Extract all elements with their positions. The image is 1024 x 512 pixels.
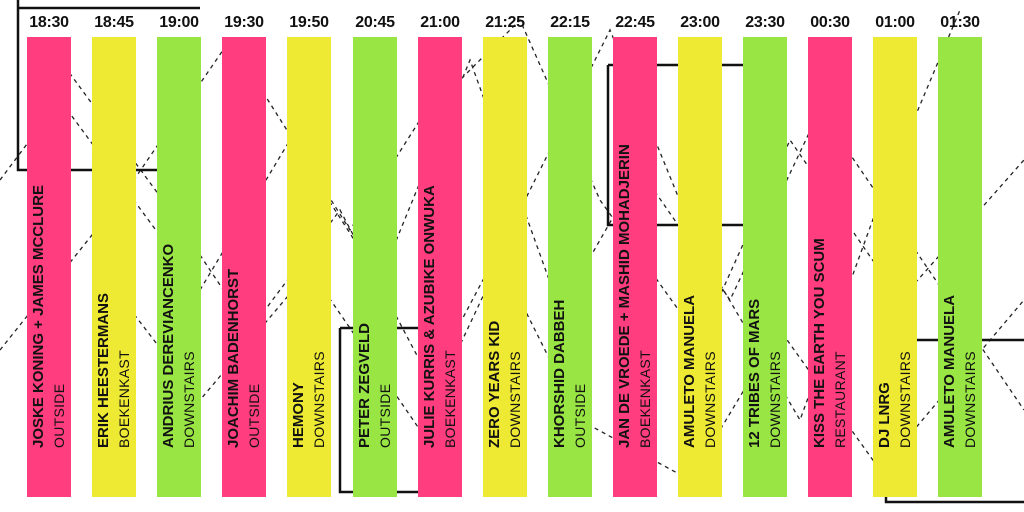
venue-name: DOWNSTAIRS <box>767 351 783 448</box>
venue-name: BOEKENKAST <box>116 350 132 448</box>
venue-name: OUTSIDE <box>246 383 262 448</box>
schedule-slot: 01:30 AMULETO MANUELA DOWNSTAIRS <box>938 0 982 497</box>
venue-name: BOEKENKAST <box>442 350 458 448</box>
slot-color-bar <box>873 37 917 497</box>
slot-time: 00:30 <box>810 14 850 31</box>
slot-time: 22:45 <box>615 14 655 31</box>
slot-time: 22:15 <box>550 14 590 31</box>
artist-name: ERIK HEESTERMANS <box>95 292 112 448</box>
venue-name: OUTSIDE <box>377 383 393 448</box>
artist-name: 12 TRIBES OF MARS <box>746 298 763 448</box>
slot-time: 23:00 <box>680 14 720 31</box>
slot-color-bar <box>808 37 852 497</box>
venue-name: DOWNSTAIRS <box>897 351 913 448</box>
slot-label: 12 TRIBES OF MARS DOWNSTAIRS <box>745 299 785 448</box>
slot-color-bar <box>353 37 397 497</box>
venue-name: DOWNSTAIRS <box>507 351 523 448</box>
slot-label: ANDRIUS DEREVIANCENKO DOWNSTAIRS <box>159 244 199 448</box>
venue-name: BOEKENKAST <box>637 350 653 448</box>
artist-name: KHORSHID DABBEH <box>551 299 568 448</box>
schedule-slot: 18:45 ERIK HEESTERMANS BOEKENKAST <box>92 0 136 497</box>
slot-time: 23:30 <box>745 14 785 31</box>
schedule-slot: 22:45 JAN DE VROEDE + MASHID MOHADJERIN BO… <box>613 0 657 497</box>
slot-label: AMULETO MANUELA DOWNSTAIRS <box>940 295 980 448</box>
artist-name: KISS THE EARTH YOU SCUM <box>811 238 828 448</box>
slot-color-bar <box>287 37 331 497</box>
slot-color-bar <box>157 37 201 497</box>
schedule-slot: 18:30 JOSKE KONING + JAMES MCCLURE OUTSIDE <box>27 0 71 497</box>
slot-color-bar <box>938 37 982 497</box>
schedule-slot: 19:00 ANDRIUS DEREVIANCENKO DOWNSTAIRS <box>157 0 201 497</box>
slot-color-bar <box>678 37 722 497</box>
artist-name: PETER ZEGVELD <box>356 322 373 448</box>
slot-time: 01:00 <box>875 14 915 31</box>
slot-time: 19:00 <box>159 14 199 31</box>
slot-color-bar <box>92 37 136 497</box>
slot-time: 21:00 <box>420 14 460 31</box>
artist-name: JOACHIM BADENHORST <box>225 268 242 448</box>
artist-name: AMULETO MANUELA <box>681 294 698 448</box>
slot-label: PETER ZEGVELD OUTSIDE <box>355 323 395 448</box>
schedule-slot: 19:50 HEMONY DOWNSTAIRS <box>287 0 331 497</box>
slot-color-bar <box>222 37 266 497</box>
slot-color-bar <box>548 37 592 497</box>
schedule-slot: 23:00 AMULETO MANUELA DOWNSTAIRS <box>678 0 722 497</box>
schedule-slot: 22:15 KHORSHID DABBEH OUTSIDE <box>548 0 592 497</box>
slot-color-bar <box>418 37 462 497</box>
artist-name: DJ LNRG <box>876 382 893 448</box>
schedule-slot: 23:30 12 TRIBES OF MARS DOWNSTAIRS <box>743 0 787 497</box>
slot-time: 01:30 <box>940 14 980 31</box>
artist-name: ZERO YEARS KID <box>486 320 503 448</box>
schedule-slot: 21:25 ZERO YEARS KID DOWNSTAIRS <box>483 0 527 497</box>
slot-label: DJ LNRG DOWNSTAIRS <box>875 351 915 448</box>
artist-name: AMULETO MANUELA <box>941 294 958 448</box>
slot-color-bar <box>27 37 71 497</box>
slot-color-bar <box>483 37 527 497</box>
artist-name: JAN DE VROEDE + MASHID MOHADJERIN <box>616 144 633 448</box>
slot-label: ERIK HEESTERMANS BOEKENKAST <box>94 293 134 448</box>
venue-name: DOWNSTAIRS <box>702 351 718 448</box>
slot-time: 20:45 <box>355 14 395 31</box>
venue-name: DOWNSTAIRS <box>311 351 327 448</box>
schedule-slot: 20:45 PETER ZEGVELD OUTSIDE <box>353 0 397 497</box>
schedule-slot: 01:00 DJ LNRG DOWNSTAIRS <box>873 0 917 497</box>
slot-color-bar <box>743 37 787 497</box>
venue-name: OUTSIDE <box>51 383 67 448</box>
artist-name: HEMONY <box>290 382 307 448</box>
slot-label: JOSKE KONING + JAMES MCCLURE OUTSIDE <box>29 185 69 448</box>
slot-label: AMULETO MANUELA DOWNSTAIRS <box>680 295 720 448</box>
slot-color-bar <box>613 37 657 497</box>
slot-label: JULIE KURRIS & AZUBIKE ONWUKA BOEKENKAST <box>420 185 460 448</box>
slot-time: 21:25 <box>485 14 525 31</box>
slot-label: JOACHIM BADENHORST OUTSIDE <box>224 269 264 448</box>
schedule-slot: 19:30 JOACHIM BADENHORST OUTSIDE <box>222 0 266 497</box>
slot-time: 18:30 <box>29 14 69 31</box>
slot-label: JAN DE VROEDE + MASHID MOHADJERIN BOEKENK… <box>615 144 655 448</box>
slot-label: KHORSHID DABBEH OUTSIDE <box>550 300 590 448</box>
schedule-slot: 00:30 KISS THE EARTH YOU SCUM RESTAURANT <box>808 0 852 497</box>
slot-time: 19:50 <box>289 14 329 31</box>
venue-name: OUTSIDE <box>572 383 588 448</box>
artist-name: JULIE KURRIS & AZUBIKE ONWUKA <box>421 185 438 448</box>
venue-name: RESTAURANT <box>832 351 848 448</box>
slot-time: 18:45 <box>94 14 134 31</box>
slot-label: ZERO YEARS KID DOWNSTAIRS <box>485 321 525 448</box>
slot-label: KISS THE EARTH YOU SCUM RESTAURANT <box>810 238 850 448</box>
slot-time: 19:30 <box>224 14 264 31</box>
venue-name: DOWNSTAIRS <box>962 351 978 448</box>
artist-name: ANDRIUS DEREVIANCENKO <box>160 243 177 448</box>
artist-name: JOSKE KONING + JAMES MCCLURE <box>30 185 47 448</box>
schedule-slot: 21:00 JULIE KURRIS & AZUBIKE ONWUKA BOEKEN… <box>418 0 462 497</box>
slot-label: HEMONY DOWNSTAIRS <box>289 351 329 448</box>
venue-name: DOWNSTAIRS <box>181 351 197 448</box>
